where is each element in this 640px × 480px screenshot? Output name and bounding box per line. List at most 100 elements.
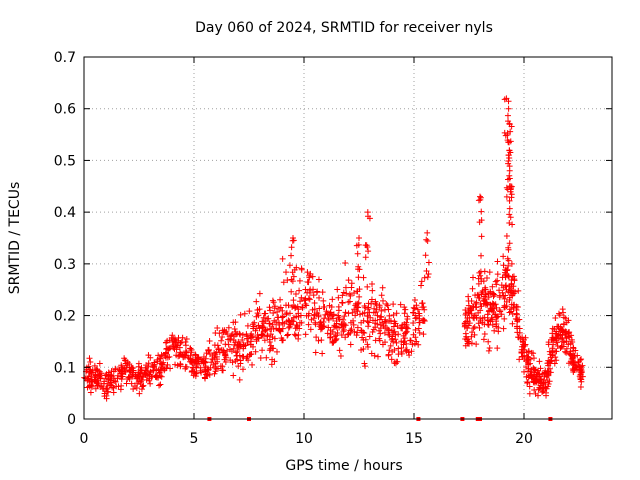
data-point [503, 303, 510, 310]
data-points [81, 95, 586, 402]
data-point [505, 139, 512, 146]
data-point [240, 345, 247, 352]
x-tick-label: 0 [80, 431, 89, 447]
data-point [188, 359, 195, 366]
data-point [329, 338, 336, 345]
data-point [471, 312, 478, 319]
data-point [506, 211, 513, 218]
data-point [279, 337, 286, 344]
data-point [507, 128, 514, 135]
data-point [296, 287, 303, 294]
data-point [567, 348, 574, 355]
data-point [503, 95, 510, 102]
data-point [86, 355, 93, 362]
data-point [553, 348, 560, 355]
data-point [280, 313, 287, 320]
data-point [352, 300, 359, 307]
data-point [252, 348, 259, 355]
data-point [505, 158, 512, 165]
data-point [501, 315, 508, 322]
data-point [471, 331, 478, 338]
data-point [526, 383, 533, 390]
data-point [484, 311, 491, 318]
data-point [227, 357, 234, 364]
data-point [237, 360, 244, 367]
data-point [500, 325, 507, 332]
data-point [345, 310, 352, 317]
y-tick-label: 0.5 [54, 153, 76, 169]
data-point [102, 372, 109, 379]
data-point [87, 359, 94, 366]
data-point [577, 376, 584, 383]
data-point [297, 298, 304, 305]
data-point [319, 325, 326, 332]
data-point [260, 314, 267, 321]
data-point [378, 314, 385, 321]
data-point [464, 315, 471, 322]
data-point [112, 378, 119, 385]
data-point [289, 278, 296, 285]
data-point [312, 321, 319, 328]
data-point [401, 310, 408, 317]
data-point [230, 337, 237, 344]
data-point [390, 338, 397, 345]
data-point [137, 370, 144, 377]
data-point [492, 278, 499, 285]
data-point [128, 380, 135, 387]
data-point [296, 325, 303, 332]
data-point [552, 315, 559, 322]
y-tick-label: 0 [67, 412, 76, 428]
data-point [577, 357, 584, 364]
data-point [292, 332, 299, 339]
data-point [470, 274, 477, 281]
data-point [263, 354, 270, 361]
data-point [403, 346, 410, 353]
data-point [316, 305, 323, 312]
data-point [247, 338, 254, 345]
data-point [364, 318, 371, 325]
data-point [379, 319, 386, 326]
data-point [305, 310, 312, 317]
data-point [355, 274, 362, 281]
data-point [552, 354, 559, 361]
data-point [279, 314, 286, 321]
data-point [306, 272, 313, 279]
data-point [128, 364, 135, 371]
data-point [540, 380, 547, 387]
data-point [338, 321, 345, 328]
data-point [468, 333, 475, 340]
data-point [473, 341, 480, 348]
data-point [346, 291, 353, 298]
data-point [246, 308, 253, 315]
data-point [491, 291, 498, 298]
data-point [515, 287, 522, 294]
data-point [338, 332, 345, 339]
data-point [412, 327, 419, 334]
data-point [303, 302, 310, 309]
data-point [285, 331, 292, 338]
data-point [93, 367, 100, 374]
data-point [334, 330, 341, 337]
data-point [219, 367, 226, 374]
data-point [522, 341, 529, 348]
data-point [171, 346, 178, 353]
data-point [288, 244, 295, 251]
data-point [462, 307, 469, 314]
data-point [268, 325, 275, 332]
data-point [390, 323, 397, 330]
data-point [559, 326, 566, 333]
data-point [268, 342, 275, 349]
data-point [187, 345, 194, 352]
data-point [132, 383, 139, 390]
data-point [155, 352, 162, 359]
data-point [407, 337, 414, 344]
data-point [211, 370, 218, 377]
data-point [136, 390, 143, 397]
data-point [197, 367, 204, 374]
data-point [176, 352, 183, 359]
data-point [140, 382, 147, 389]
data-point [403, 348, 410, 355]
data-point [310, 286, 317, 293]
data-point [361, 309, 368, 316]
data-point [225, 324, 232, 331]
